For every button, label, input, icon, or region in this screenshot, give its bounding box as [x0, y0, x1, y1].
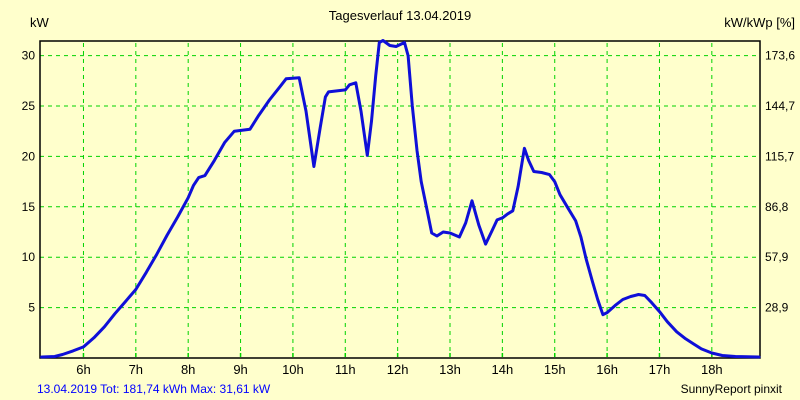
- y-right-tick-label: 144,7: [765, 99, 795, 113]
- x-axis-tick-label: 11h: [335, 362, 356, 377]
- y-left-tick-label: 5: [28, 301, 35, 315]
- pv-power-curve: [40, 39, 761, 359]
- x-axis-tick-label: 17h: [649, 362, 671, 377]
- y-right-tick-label: 115,7: [765, 149, 794, 163]
- x-axis-tick-label: 14h: [492, 362, 514, 377]
- x-axis-tick-label: 10h: [282, 362, 304, 377]
- x-axis-tick-label: 13h: [439, 362, 461, 377]
- y-left-tick-label: 10: [22, 250, 36, 264]
- x-axis-tick-label: 16h: [596, 362, 618, 377]
- x-axis-tick-label: 15h: [544, 362, 566, 377]
- x-axis-tick-label: 9h: [233, 362, 247, 377]
- chart-title: Tagesverlauf 13.04.2019: [328, 8, 472, 23]
- x-axis-tick-label: 7h: [129, 362, 143, 377]
- x-axis-tick-label: 8h: [181, 362, 195, 377]
- y-right-tick-label: 173,6: [765, 49, 795, 63]
- x-axis-tick-label: 12h: [387, 362, 409, 377]
- y-right-tick-label: 57,9: [765, 250, 789, 264]
- x-axis-tick-label: 6h: [76, 362, 90, 377]
- left-axis-unit-label: kW: [30, 15, 49, 30]
- y-left-tick-label: 15: [22, 200, 36, 214]
- y-right-tick-label: 28,9: [765, 301, 789, 315]
- footer-summary-text: 13.04.2019 Tot: 181,74 kWh Max: 31,61 kW: [37, 382, 271, 396]
- plot-frame: [39, 40, 761, 359]
- footer-branding-text: SunnyReport pinxit: [680, 382, 782, 396]
- y-left-tick-label: 30: [22, 49, 36, 63]
- x-axis-tick-label: 18h: [701, 362, 723, 377]
- y-left-tick-label: 20: [22, 149, 36, 163]
- right-axis-unit-label: kW/kWp [%]: [724, 15, 795, 30]
- y-right-tick-label: 86,8: [765, 200, 789, 214]
- y-left-tick-label: 25: [22, 99, 36, 113]
